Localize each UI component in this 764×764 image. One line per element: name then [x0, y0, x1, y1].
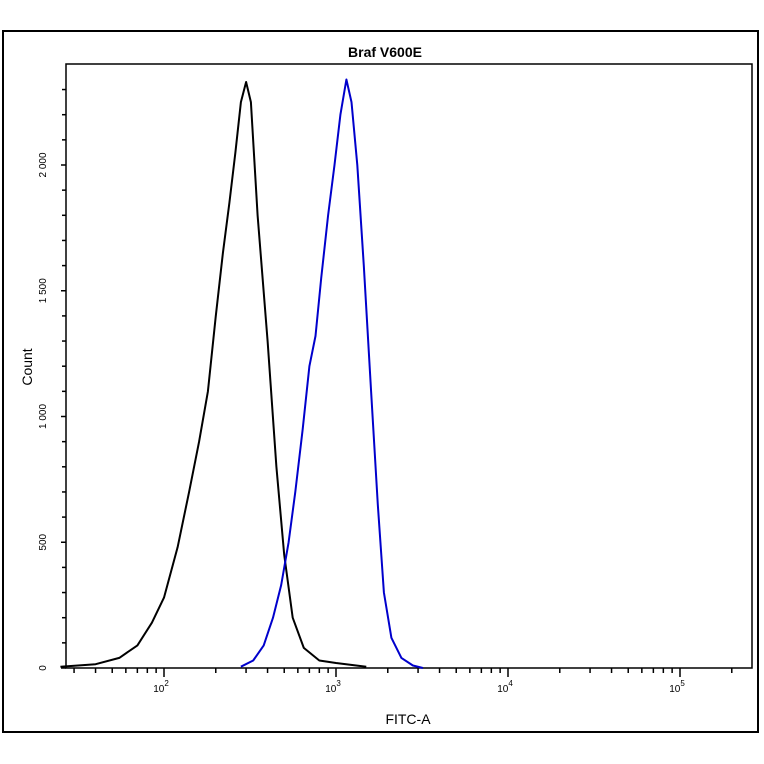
x-tick-label: 105	[669, 679, 685, 695]
histogram-curve	[60, 81, 367, 668]
x-tick-label: 104	[497, 679, 513, 695]
y-axis: 0 500 1 000 1 500 2 000	[38, 88, 66, 671]
y-tick-label: 1 500	[38, 278, 49, 303]
x-axis-label: FITC-A	[385, 711, 431, 727]
y-axis-label: Count	[19, 348, 35, 385]
y-tick-label: 0	[38, 665, 49, 671]
chart-title: Braf V600E	[348, 44, 422, 60]
x-tick-label: 102	[153, 679, 169, 695]
histogram-curve	[240, 78, 424, 669]
y-tick-label: 2 000	[38, 152, 49, 177]
series-group	[60, 78, 424, 669]
chart-frame	[2, 30, 759, 733]
x-axis: 102 103 104 105	[73, 668, 733, 695]
x-tick-label: 103	[325, 679, 341, 695]
y-tick-label: 1 000	[38, 404, 49, 429]
y-tick-label: 500	[38, 533, 49, 550]
